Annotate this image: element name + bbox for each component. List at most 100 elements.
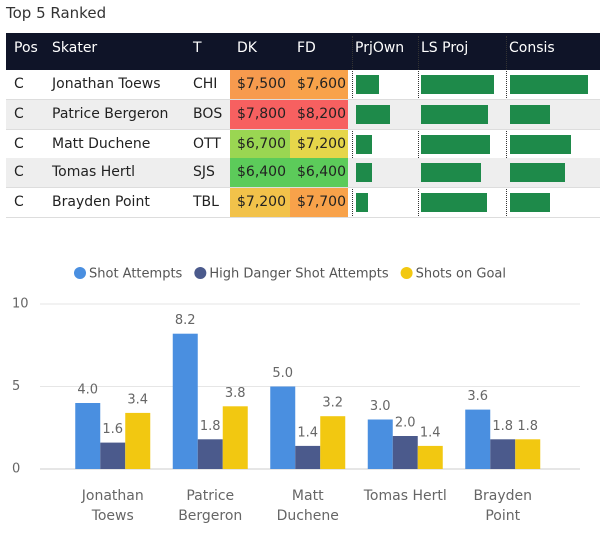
legend-marker (74, 267, 86, 279)
fd-cell (290, 70, 348, 99)
row-border (6, 129, 600, 130)
fd-cell: $7,700 (297, 194, 346, 210)
data-label: 3.2 (322, 396, 343, 411)
consis-bar (510, 105, 551, 124)
bar (490, 439, 516, 469)
bar (75, 403, 101, 469)
consis-bar (510, 135, 572, 154)
consis-bar (510, 163, 566, 182)
prjown-bar (356, 75, 379, 94)
ls_proj-bar (421, 105, 489, 124)
table-title: Top 5 Ranked (6, 4, 107, 22)
data-label: 3.8 (225, 386, 246, 401)
bar (125, 412, 151, 469)
consis-bar (510, 193, 551, 212)
column-header: Skater (52, 40, 98, 56)
ls_proj-bar (421, 193, 487, 212)
column-header: PrjOwn (355, 40, 405, 56)
skater-cell: Jonathan Toews (52, 76, 161, 92)
ls_proj-bar (421, 163, 481, 182)
dk-cell: $6,400 (237, 164, 286, 180)
fd-cell (290, 158, 348, 187)
team-cell: BOS (193, 106, 223, 122)
bar (270, 386, 296, 469)
legend-marker (400, 267, 413, 279)
ls_proj-bar (421, 135, 490, 154)
data-label: 3.4 (127, 392, 148, 407)
column-header: T (193, 40, 202, 56)
x-tick-label: Brayden Point (473, 488, 533, 524)
legend-label: High Danger Shot Attempts (209, 267, 388, 282)
team-cell: OTT (193, 136, 221, 152)
y-tick-label: 0 (12, 462, 20, 477)
bar (172, 333, 198, 469)
consis-bar (510, 75, 589, 94)
bar (515, 439, 541, 469)
dk-cell: $7,800 (237, 106, 286, 122)
prjown-bar (356, 135, 373, 154)
bar (465, 409, 491, 469)
legend-label: Shots on Goal (416, 267, 506, 282)
dk-cell (230, 158, 290, 187)
dk-cell: $7,200 (237, 194, 286, 210)
fd-cell (290, 130, 348, 159)
dk-cell (230, 130, 290, 159)
bar (320, 416, 346, 469)
column-header: Consis (509, 40, 555, 56)
skater-cell: Matt Duchene (52, 136, 151, 152)
y-tick-label: 5 (12, 379, 20, 394)
data-label: 1.8 (492, 419, 513, 434)
bar (197, 439, 223, 469)
team-cell: SJS (193, 164, 215, 180)
fd-cell (290, 188, 348, 217)
dk-cell: $7,500 (237, 76, 286, 92)
data-label: 3.0 (370, 399, 391, 414)
dk-cell (230, 188, 290, 217)
column-header: FD (297, 40, 316, 56)
pos-cell: C (14, 194, 24, 210)
x-tick-label: Patrice Bergeron (178, 488, 243, 524)
data-label: 1.6 (102, 422, 123, 437)
pos-cell: C (14, 106, 24, 122)
team-cell: TBL (193, 194, 219, 210)
data-label: 1.4 (420, 425, 441, 440)
bar (417, 445, 443, 469)
fd-cell: $8,200 (297, 106, 346, 122)
skater-cell: Patrice Bergeron (52, 106, 169, 122)
column-header: LS Proj (421, 40, 469, 56)
data-label: 3.6 (467, 389, 488, 404)
bar (295, 445, 321, 469)
ls_proj-bar (421, 75, 495, 94)
prjown-bar (356, 163, 373, 182)
row-border (6, 99, 600, 100)
dk-cell: $6,700 (237, 136, 286, 152)
column-header: Pos (14, 40, 38, 56)
data-label: 1.8 (200, 419, 221, 434)
skater-cell: Brayden Point (52, 194, 150, 210)
legend-label: Shot Attempts (89, 267, 183, 282)
dk-cell (230, 100, 290, 129)
y-tick-label: 10 (12, 297, 29, 312)
pos-cell: C (14, 164, 24, 180)
data-label: 1.4 (297, 425, 318, 440)
prjown-bar (356, 193, 368, 212)
prjown-bar (356, 105, 390, 124)
bar (222, 406, 248, 469)
fd-cell (290, 100, 348, 129)
fd-cell: $7,600 (297, 76, 346, 92)
table-header (6, 33, 600, 70)
data-label: 1.8 (517, 419, 538, 434)
data-label: 4.0 (77, 383, 98, 398)
dk-cell (230, 70, 290, 99)
data-label: 2.0 (395, 416, 416, 431)
legend-marker (194, 267, 207, 279)
column-header: DK (237, 40, 257, 56)
bar (367, 419, 393, 469)
team-cell: CHI (193, 76, 218, 92)
bar (100, 442, 126, 469)
pos-cell: C (14, 136, 24, 152)
x-tick-label: Jonathan Toews (81, 488, 144, 524)
pos-cell: C (14, 76, 24, 92)
